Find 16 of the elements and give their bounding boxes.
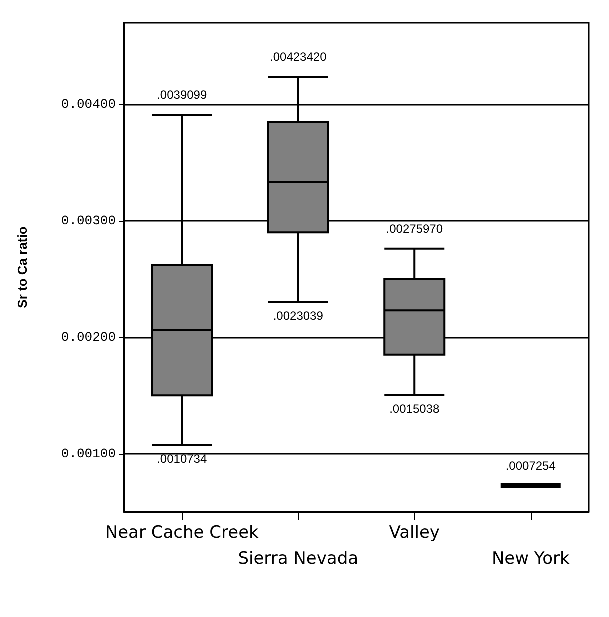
x-tick-label: Near Cache Creek (105, 523, 260, 543)
y-tick-label: 0.00300 (61, 213, 116, 228)
annotation: .0010734 (157, 452, 208, 466)
annotation: .00275970 (386, 222, 444, 236)
annotation: .0039099 (157, 88, 208, 102)
x-tick-label: Sierra Nevada (238, 549, 359, 569)
x-tick-label: Valley (389, 523, 440, 543)
annotation: .0023039 (273, 308, 324, 323)
annotation: .0015038 (390, 402, 440, 416)
y-tick-label: 0.00200 (61, 330, 116, 345)
annotation: .0007254 (506, 458, 556, 473)
y-tick-label: 0.00400 (61, 97, 116, 112)
y-axis-title: Sr to Ca ratio (15, 226, 30, 308)
annotation: .00423420 (270, 50, 328, 64)
y-tick-label: 0.00100 (61, 446, 116, 462)
x-tick-label: New York (492, 549, 570, 569)
